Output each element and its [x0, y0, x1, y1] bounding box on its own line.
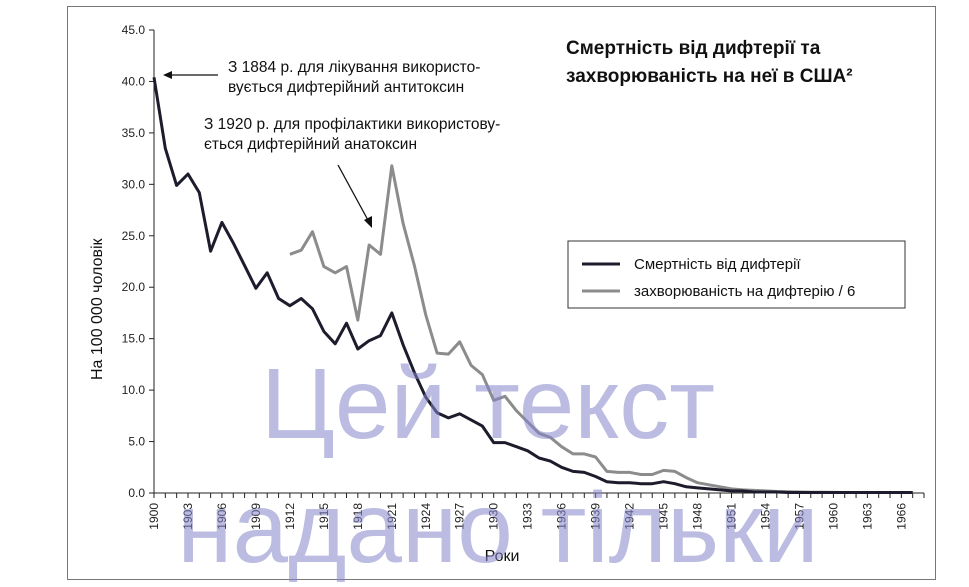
- x-tick-label: 1909: [249, 503, 263, 530]
- x-tick-label: 1903: [181, 503, 195, 530]
- annotation-2-line-1: З 1920 р. для профілактики використову-: [204, 116, 500, 133]
- x-tick-label: 1933: [521, 503, 535, 530]
- x-tick-label: 1906: [215, 503, 229, 530]
- x-tick-label: 1942: [623, 503, 637, 530]
- y-tick-label: 0.0: [128, 486, 145, 500]
- x-tick-label: 1930: [487, 503, 501, 530]
- x-ticks: 1900 1903 1906 1909 1912 1915 1918 1921 1924 1927…: [147, 493, 925, 530]
- annotation-2-line-2: ється дифтерійний анатоксин: [204, 136, 417, 153]
- x-tick-label: 1963: [860, 503, 874, 530]
- watermark-line-1: Цей текст: [261, 348, 715, 460]
- annotation-1-arrowhead: [163, 71, 172, 79]
- legend-box: [567, 240, 906, 309]
- chart-title-line-2: захворюваність на неї в США²: [566, 66, 853, 87]
- x-tick-label: 1915: [317, 503, 331, 530]
- x-tick-label: 1921: [385, 503, 399, 530]
- y-tick-label: 15.0: [122, 332, 146, 346]
- x-tick-label: 1936: [555, 503, 569, 530]
- x-tick-label: 1948: [691, 503, 705, 530]
- legend-label-mortality: Смертність від дифтерії: [634, 256, 801, 273]
- legend-label-incidence: захворюваність на дифтерію / 6: [634, 283, 855, 300]
- y-tick-label: 40.0: [122, 74, 146, 88]
- x-tick-label: 1966: [894, 503, 908, 530]
- x-tick-label: 1900: [147, 503, 161, 530]
- annotation-1-line-2: вується дифтерійний антитоксин: [228, 79, 464, 96]
- y-tick-label: 10.0: [122, 383, 146, 397]
- x-tick-label: 1927: [453, 503, 467, 530]
- annotation-2-arrow: [337, 164, 370, 223]
- x-tick-label: 1939: [589, 503, 603, 530]
- annotation-2-arrowhead: [364, 216, 372, 228]
- x-tick-label: 1918: [351, 503, 365, 530]
- x-axis-label: Роки: [485, 548, 520, 565]
- x-tick-label: 1924: [419, 503, 433, 530]
- x-tick-label: 1960: [826, 503, 840, 530]
- x-tick-label: 1945: [657, 503, 671, 530]
- chart-frame: [67, 6, 936, 580]
- y-tick-label: 25.0: [122, 229, 146, 243]
- annotation-1-line-1: З 1884 р. для лікування використо-: [228, 59, 480, 76]
- y-tick-label: 30.0: [122, 177, 146, 191]
- y-tick-label: 45.0: [122, 23, 146, 37]
- y-tick-label: 5.0: [128, 435, 145, 449]
- y-tick-label: 20.0: [122, 280, 146, 294]
- y-ticks: 0.0 5.0 10.0 15.0 20.0 25.0 30.0 35.0 40.0 45.0: [122, 23, 154, 500]
- x-tick-label: 1957: [792, 503, 806, 530]
- y-axis-label: На 100 000 чоловік: [89, 237, 106, 380]
- x-tick-label: 1912: [283, 503, 297, 530]
- y-tick-label: 35.0: [122, 126, 146, 140]
- watermark-line-2: надано тільки: [177, 472, 819, 584]
- series-layer: [152, 77, 913, 494]
- x-tick-label: 1954: [758, 503, 772, 530]
- series-line-mortality: [152, 77, 913, 494]
- chart-title-line-1: Смертність від дифтерії та: [566, 38, 821, 59]
- x-tick-label: 1951: [725, 503, 739, 530]
